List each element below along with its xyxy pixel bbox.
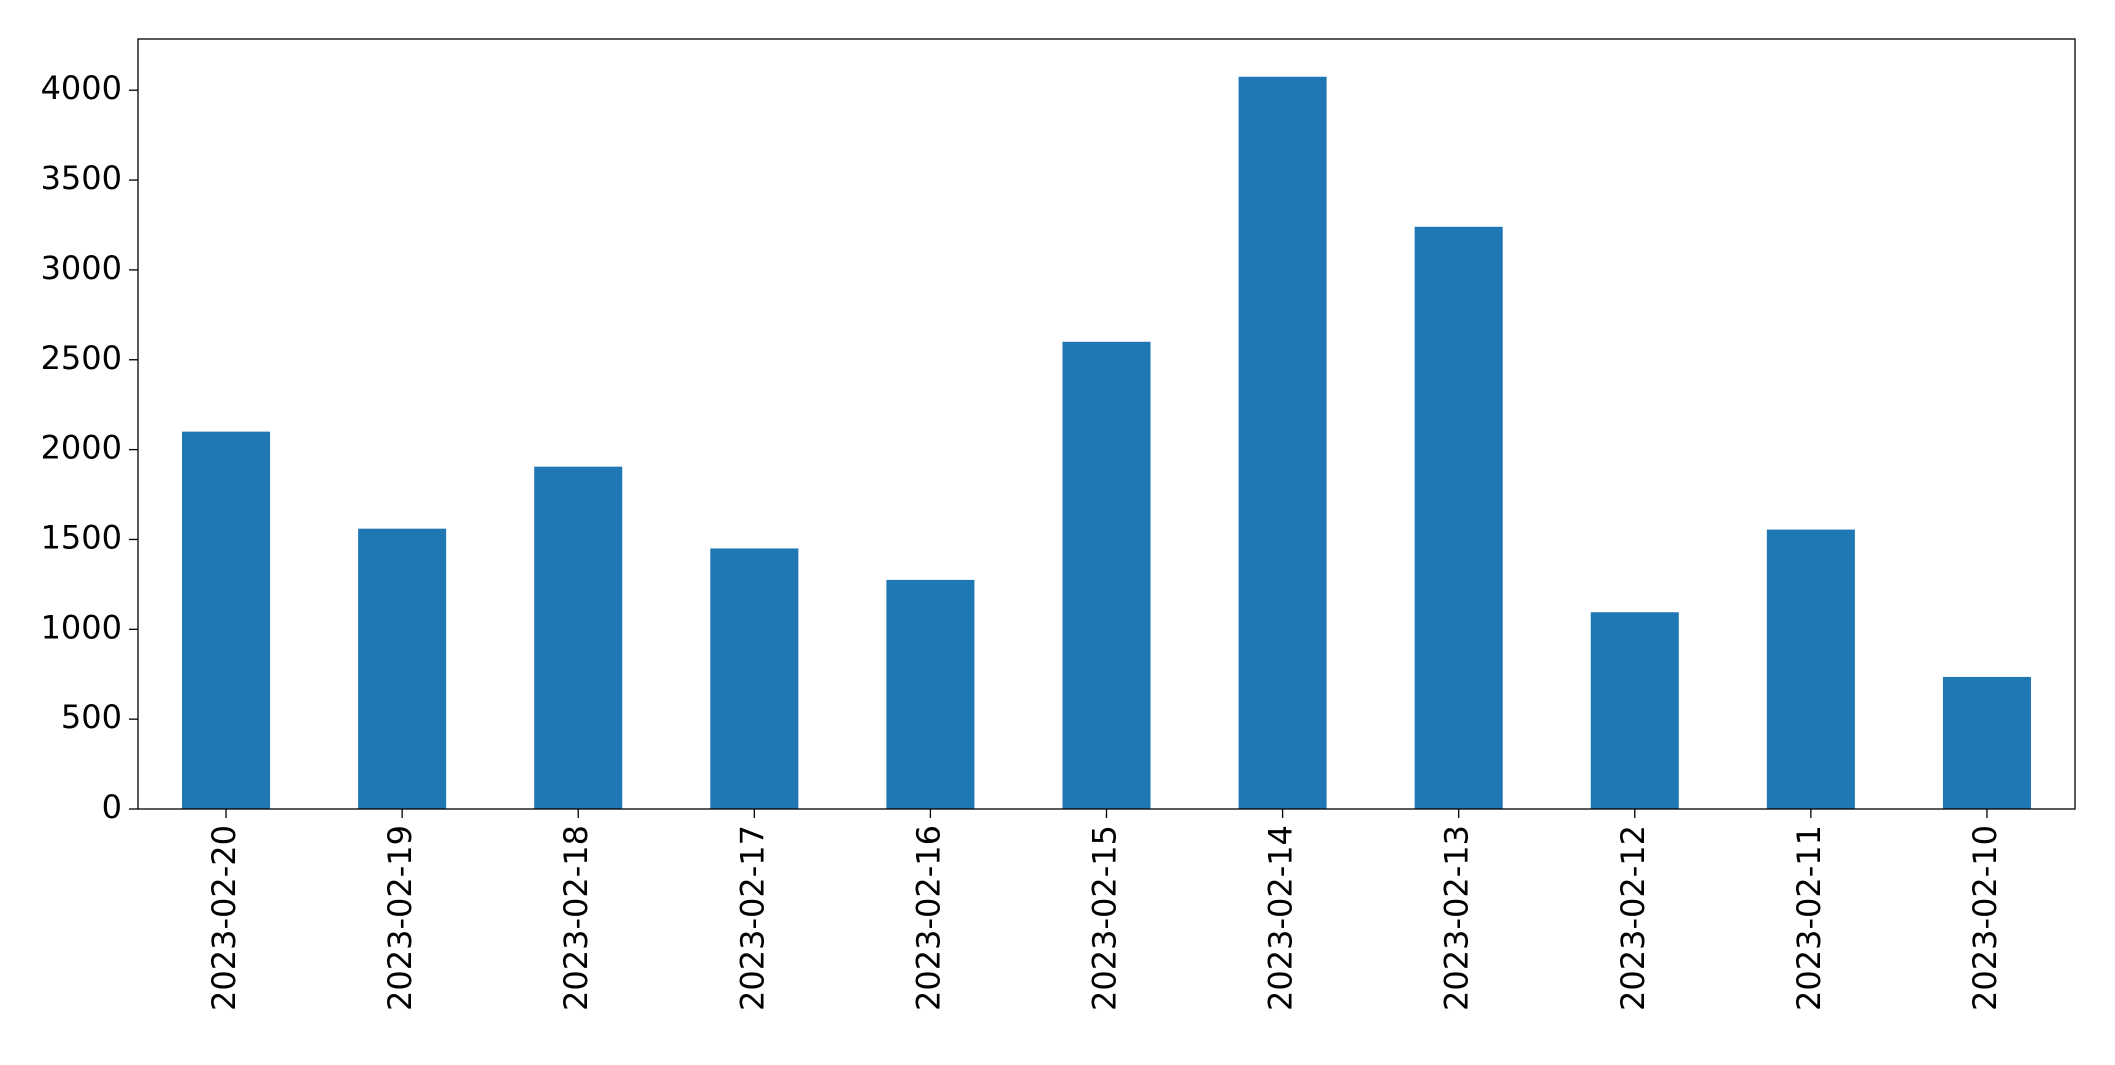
y-tick-label: 2500 (41, 339, 122, 377)
x-tick-label: 2023-02-15 (1086, 825, 1124, 1011)
y-tick-label: 3000 (41, 249, 122, 287)
y-tick-label: 500 (61, 698, 122, 736)
y-tick-label: 1500 (41, 518, 122, 556)
y-tick-label: 4000 (41, 69, 122, 107)
x-tick-label: 2023-02-17 (733, 825, 771, 1011)
x-tick-label: 2023-02-18 (557, 825, 595, 1011)
bar (534, 466, 623, 809)
x-tick-label: 2023-02-11 (1790, 825, 1828, 1011)
y-tick-label: 3500 (41, 159, 122, 197)
bar (1414, 226, 1503, 809)
x-tick-label: 2023-02-19 (381, 825, 419, 1011)
bar (1942, 676, 2031, 809)
x-tick-label: 2023-02-13 (1438, 825, 1476, 1011)
bar (1766, 529, 1855, 809)
y-tick-label: 0 (102, 788, 122, 826)
bar (1062, 341, 1151, 809)
plot-frame (137, 38, 2076, 810)
x-tick-label: 2023-02-14 (1262, 825, 1300, 1011)
bar (1238, 76, 1327, 810)
x-tick-label: 2023-02-16 (909, 825, 947, 1011)
y-tick-label: 1000 (41, 608, 122, 646)
bar (182, 431, 271, 809)
bar (886, 579, 975, 809)
bar (710, 548, 799, 809)
x-tick-label: 2023-02-12 (1614, 825, 1652, 1011)
bar (358, 528, 447, 809)
bar (1590, 612, 1679, 809)
y-tick-label: 2000 (41, 429, 122, 467)
x-tick-label: 2023-02-10 (1966, 825, 2004, 1011)
x-tick-label: 2023-02-20 (205, 825, 243, 1011)
